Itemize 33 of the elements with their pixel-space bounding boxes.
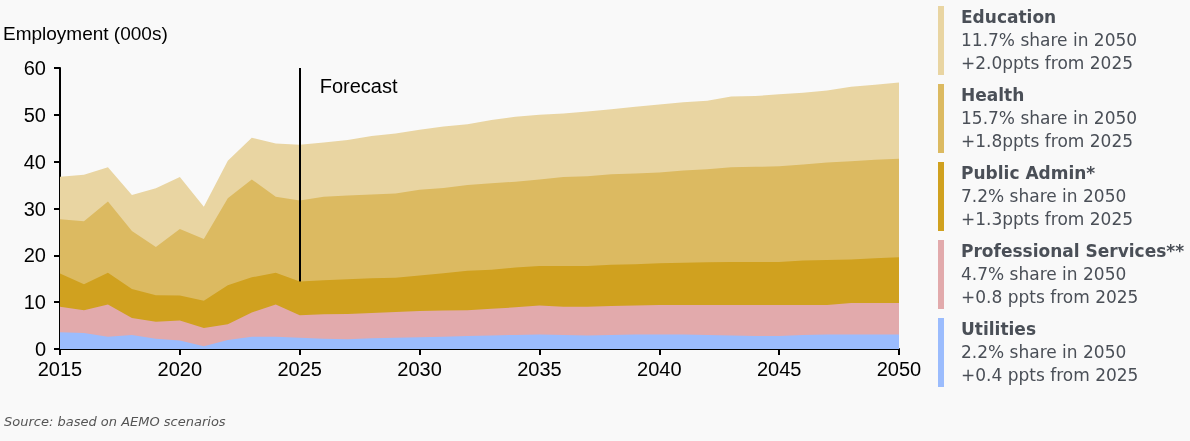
ref-line-label: Forecast (319, 75, 398, 97)
source-note: Source: based on AEMO scenarios (4, 414, 226, 429)
text: 11.7% share in 2050 (961, 29, 1139, 52)
y-tick-label: 10 (23, 291, 46, 314)
y-tick-label: 20 (23, 244, 46, 267)
text: Education (961, 6, 1058, 29)
text: Public Admin* (961, 162, 1097, 185)
y-tick-label: 40 (23, 150, 46, 173)
text: 4.7% share in 2050 (961, 263, 1128, 286)
x-tick-label: 2035 (517, 358, 562, 380)
text: +1.8ppts from 2025 (961, 130, 1135, 153)
x-tick-label: 2045 (756, 358, 802, 380)
x-tick-label: 2040 (637, 358, 682, 380)
x-tick-label: 2050 (876, 358, 922, 380)
text: Professional Services** (961, 240, 1186, 263)
y-tick-label: 30 (23, 197, 46, 220)
y-tick-label: 60 (23, 57, 46, 79)
text: 2.2% share in 2050 (961, 341, 1128, 364)
y-axis-title: Employment (000s) (3, 23, 168, 44)
text: +2.0ppts from 2025 (961, 52, 1135, 75)
y-tick-label: 0 (34, 338, 46, 360)
x-tick-label: 2030 (397, 358, 442, 380)
x-tick-label: 2020 (157, 358, 203, 380)
text: Health (961, 84, 1026, 107)
text: 7.2% share in 2050 (961, 185, 1128, 208)
text: +0.4 ppts from 2025 (961, 364, 1140, 387)
text: 15.7% share in 2050 (961, 107, 1139, 130)
text: +1.3ppts from 2025 (961, 208, 1135, 231)
text: Utilities (961, 318, 1037, 341)
x-tick-label: 2015 (37, 358, 83, 380)
y-tick-label: 50 (23, 103, 46, 126)
x-tick-label: 2025 (277, 358, 322, 380)
text: +0.8 ppts from 2025 (961, 286, 1140, 309)
